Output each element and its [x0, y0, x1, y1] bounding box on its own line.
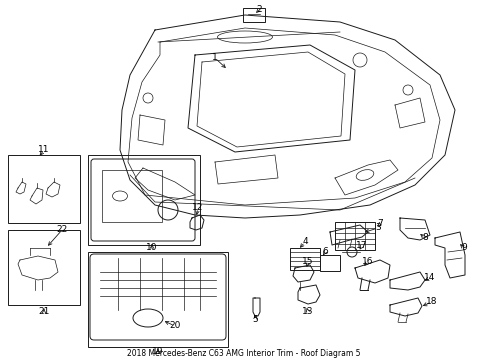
Text: 16: 16	[362, 257, 373, 266]
Text: 8: 8	[421, 234, 427, 243]
Text: 14: 14	[424, 274, 435, 283]
Bar	[8, 230, 80, 305]
Bar	[102, 170, 162, 222]
Text: 11: 11	[38, 145, 50, 154]
Text: 2: 2	[256, 5, 261, 14]
Bar	[243, 8, 264, 22]
Text: 2018 Mercedes-Benz C63 AMG Interior Trim - Roof Diagram 5: 2018 Mercedes-Benz C63 AMG Interior Trim…	[127, 349, 360, 358]
Text: 19: 19	[152, 347, 163, 356]
Text: 20: 20	[169, 321, 181, 330]
Bar	[88, 155, 200, 245]
Text: 18: 18	[426, 297, 437, 306]
Bar	[334, 222, 374, 250]
Text: 9: 9	[460, 243, 466, 252]
Text: 12: 12	[192, 203, 203, 212]
Text: 4: 4	[302, 238, 307, 247]
Text: 1: 1	[212, 54, 218, 63]
Text: 6: 6	[322, 248, 327, 256]
Text: 15: 15	[302, 257, 313, 266]
Text: 5: 5	[252, 315, 257, 324]
Text: 3: 3	[374, 224, 380, 233]
Bar	[88, 252, 227, 347]
Text: 10: 10	[146, 243, 158, 252]
Bar	[8, 155, 80, 223]
Text: 7: 7	[376, 220, 382, 229]
Text: 22: 22	[56, 225, 67, 234]
Text: 13: 13	[302, 307, 313, 316]
Text: 17: 17	[356, 242, 367, 251]
Text: 21: 21	[38, 307, 50, 316]
Bar	[289, 248, 319, 270]
Bar	[319, 255, 339, 271]
